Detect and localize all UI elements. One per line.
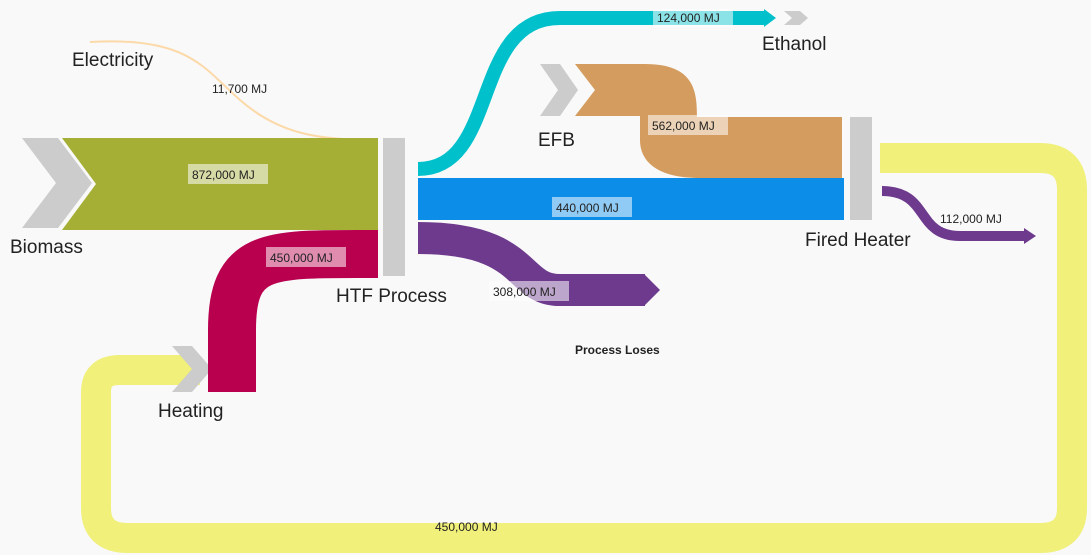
label-bg [266,247,346,267]
flow-electricity [89,40,379,141]
node-label: HTF Process [336,286,447,307]
flow-label: 562,000 MJ [652,119,715,133]
node-label: Ethanol [762,34,826,55]
efb-chevron [540,64,578,116]
flow-label: 440,000 MJ [556,201,619,215]
htf-node [383,138,405,276]
flow-label: 11,700 MJ [212,82,267,96]
label-bg [552,197,632,217]
flow-label: 124,000 MJ [657,11,720,25]
node-label: Biomass [10,237,83,258]
flow-heating-tip [208,346,232,392]
node-label: Process Loses [575,343,660,357]
label-bg [489,281,569,301]
ethanol-chevron [784,11,808,25]
fired-heater-node [850,117,872,220]
arrow-heater-loss [1024,228,1036,244]
node-label: Electricity [72,50,154,71]
node-label: Fired Heater [805,230,911,251]
heating-chevron [172,346,212,392]
label-bg [188,164,268,184]
node-label: Heating [158,401,224,422]
flow-label: 450,000 MJ [435,520,498,534]
arrow-ethanol [764,9,776,27]
node-label: EFB [538,130,575,151]
flow-label: 872,000 MJ [192,168,255,182]
flow-label: 112,000 MJ [940,212,1002,226]
flow-label: 450,000 MJ [270,251,333,265]
flow-heater-heating [81,143,1087,553]
flow-label: 308,000 MJ [493,285,556,299]
label-bg [653,9,733,27]
biomass-chevron [22,138,92,228]
flow-heater-loss [881,186,1025,241]
flow-ethanol [417,11,765,176]
arrow-losses [644,274,660,306]
label-bg [648,115,728,135]
